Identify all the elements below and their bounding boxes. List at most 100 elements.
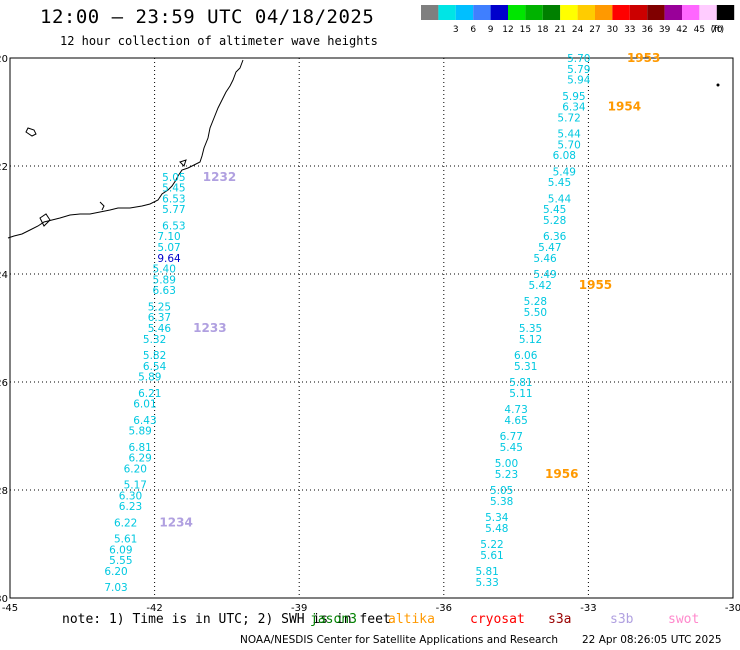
- map-frame: [9, 57, 734, 599]
- wave-height-reading: 6.20: [124, 463, 147, 475]
- wave-height-reading: 6.29: [128, 453, 151, 465]
- wave-height-reading: 6.77: [500, 431, 523, 443]
- wave-height-reading: 6.54: [143, 361, 167, 373]
- wave-height-reading: 5.89: [138, 372, 161, 384]
- wave-height-reading: 5.70: [557, 139, 580, 151]
- wave-height-reading: 5.44: [548, 193, 572, 205]
- wave-height-reading: 5.49: [533, 269, 556, 281]
- wave-height-reading: 5.50: [524, 307, 547, 319]
- wave-height-reading: 6.36: [543, 231, 567, 243]
- legend-label: 30: [607, 25, 619, 35]
- legend-swatch: [664, 5, 682, 20]
- pass-time-label: 1953: [627, 51, 660, 65]
- legend-label: 6: [470, 25, 476, 35]
- wave-height-reading: 7.03: [104, 582, 127, 594]
- wave-height-reading: 5.55: [109, 555, 132, 567]
- wave-height-reading: 5.61: [114, 534, 137, 546]
- legend-label: 15: [520, 25, 531, 35]
- lat-tick-label: -28: [0, 486, 8, 497]
- wave-height-reading: 4.73: [504, 404, 527, 416]
- wave-height-reading: 5.48: [485, 523, 508, 535]
- wave-height-reading: 5.34: [485, 512, 509, 524]
- wave-height-reading: 6.34: [562, 102, 586, 114]
- legend-swatch: [438, 5, 456, 20]
- legend-label: 3: [453, 25, 459, 35]
- wave-height-reading: 6.01: [133, 399, 156, 411]
- wave-height-reading: 5.45: [548, 177, 571, 189]
- legend-label: 12: [502, 25, 513, 35]
- legend-swatch: [525, 5, 543, 20]
- wave-height-reading: 5.05: [162, 172, 185, 184]
- legend-swatch: [490, 5, 508, 20]
- legend-label: 21: [554, 25, 565, 35]
- lon-tick-label: -45: [2, 603, 18, 614]
- wave-height-reading: 5.46: [148, 323, 172, 335]
- legend-swatch: [699, 5, 717, 20]
- legend-swatch: [542, 5, 561, 20]
- satellite-s3b: s3b: [610, 612, 634, 627]
- wave-height-reading: 5.44: [557, 129, 581, 141]
- coastline: [7, 59, 720, 239]
- legend-label: 33: [624, 25, 635, 35]
- satellite-cryosat: cryosat: [470, 612, 525, 627]
- legend-swatch: [421, 5, 439, 20]
- lon-tick-label: -30: [725, 603, 740, 614]
- wave-height-reading: 5.47: [538, 242, 561, 254]
- wave-height-reading: 5.95: [562, 91, 585, 103]
- wave-height-reading: 6.37: [148, 312, 171, 324]
- wave-height-reading: 5.23: [495, 469, 518, 481]
- pass-time-label: 1954: [608, 100, 641, 114]
- legend-label: 36: [641, 25, 653, 35]
- wave-height-reading: 5.00: [495, 458, 518, 470]
- page-title: 12:00 – 23:59 UTC 04/18/2025: [40, 6, 375, 28]
- legend-label: 39: [659, 25, 671, 35]
- lat-tick-label: -26: [0, 378, 8, 389]
- wave-height-reading: 5.89: [153, 274, 176, 286]
- wave-height-reading: 7.10: [157, 231, 180, 243]
- track-right-pass: 5.705.795.945.956.345.725.445.706.085.49…: [475, 51, 660, 589]
- wave-height-reading: 5.94: [567, 75, 591, 87]
- wave-height-reading: 5.45: [543, 204, 566, 216]
- lat-tick-label: -22: [0, 162, 8, 173]
- wave-height-reading: 5.25: [148, 301, 171, 313]
- generated-timestamp: 22 Apr 08:26:05 UTC 2025: [582, 634, 722, 646]
- legend-swatch: [560, 5, 578, 20]
- lat-tick-label: -20: [0, 54, 8, 65]
- wave-height-reading: 5.33: [475, 577, 498, 589]
- wave-height-reading: 6.09: [109, 544, 132, 556]
- wave-height-reading: 6.53: [162, 193, 185, 205]
- legend-swatch: [682, 5, 700, 20]
- legend-label: 27: [589, 25, 600, 35]
- wave-height-reading: 4.65: [504, 415, 527, 427]
- legend-swatch: [716, 5, 735, 20]
- satellite-s3a: s3a: [548, 612, 572, 627]
- legend-swatch: [612, 5, 630, 20]
- wave-height-reading: 5.42: [529, 280, 552, 292]
- wave-height-reading: 6.53: [162, 220, 185, 232]
- wave-height-reading: 6.21: [138, 388, 161, 400]
- pass-time-label: 1232: [203, 170, 236, 184]
- wave-height-reading: 5.12: [519, 334, 542, 346]
- wave-height-reading: 6.43: [133, 415, 156, 427]
- legend-swatch: [577, 5, 595, 20]
- wave-height-reading: 5.07: [157, 242, 180, 254]
- legend-unit: (ft): [711, 25, 725, 35]
- wave-height-reading: 5.82: [143, 350, 166, 362]
- credit-line: NOAA/NESDIS Center for Satellite Applica…: [240, 634, 558, 646]
- color-legend: 3 6 9 12 15 18 21 24 27 30 33 36 39 42 45 70(ft): [421, 5, 735, 35]
- legend-label: 24: [572, 25, 584, 35]
- legend-swatch: [473, 5, 491, 20]
- wave-height-reading: 5.11: [509, 388, 532, 400]
- wave-height-map: -45 -42 -39 -36 -33 -30 -20 -22 -24 -26 -28 -30 5.05…: [0, 51, 740, 614]
- wave-height-reading: 5.77: [162, 204, 185, 216]
- wave-height-reading: 5.45: [162, 183, 185, 195]
- lon-tick-label: -36: [436, 603, 452, 614]
- legend-label: 9: [488, 25, 494, 35]
- wave-height-reading: 6.81: [128, 442, 151, 454]
- satellite-altika: altika: [388, 612, 435, 627]
- legend-label: 42: [676, 25, 687, 35]
- wave-height-reading: 5.40: [153, 264, 176, 276]
- legend-swatch: [508, 5, 526, 20]
- wave-height-reading: 5.28: [524, 296, 547, 308]
